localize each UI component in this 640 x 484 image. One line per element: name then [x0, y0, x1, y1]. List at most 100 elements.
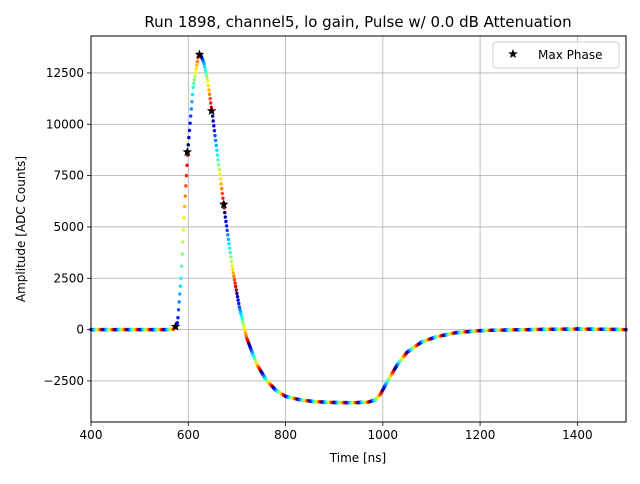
pulse-sample-point	[216, 162, 221, 167]
pulse-sample-point	[235, 295, 240, 299]
pulse-sample-point	[224, 219, 228, 224]
pulse-sample-point	[232, 277, 237, 282]
pulse-sample-point	[193, 74, 197, 78]
pulse-sample-point	[243, 328, 247, 332]
pulse-sample-point	[229, 255, 233, 259]
legend-label: Max Phase	[538, 48, 602, 62]
pulse-sample-point	[178, 292, 182, 296]
pulse-sample-point	[185, 163, 189, 168]
pulse-sample-point	[211, 119, 215, 123]
pulse-sample-point	[221, 196, 225, 200]
pulse-sample-point	[179, 276, 183, 280]
max-phase-star-point	[170, 321, 181, 331]
pulse-sample-point	[202, 62, 206, 66]
pulse-sample-point	[230, 267, 235, 272]
y-axis: −2500 0 2500 5000 7500 10000 12500	[43, 66, 91, 388]
pulse-sample-point	[244, 333, 248, 337]
pulse-sample-point	[177, 300, 181, 304]
pulse-sample-point	[205, 76, 209, 80]
plot-area	[89, 52, 628, 405]
y-tick-label: −2500	[43, 374, 84, 388]
pulse-sample-point	[207, 88, 211, 92]
pulse-sample-point	[220, 191, 225, 196]
pulse-sample-point	[223, 215, 228, 219]
pulse-sample-point	[218, 177, 223, 181]
x-tick-label: 400	[80, 428, 103, 442]
pulse-sample-point	[241, 323, 246, 327]
chart-title: Run 1898, channel5, lo gain, Pulse w/ 0.…	[144, 13, 571, 31]
pulse-sample-point	[202, 65, 207, 69]
pulse-sample-point	[220, 186, 224, 191]
y-tick-label: 7500	[53, 169, 84, 183]
pulse-sample-point	[192, 78, 197, 82]
pulse-sample-point	[178, 284, 183, 288]
pulse-sample-point	[216, 158, 220, 162]
pulse-sample-point	[203, 67, 207, 72]
legend-frame	[492, 41, 620, 69]
pulse-sample-point	[219, 182, 223, 186]
pulse-sample-point	[183, 194, 187, 198]
pulse-sample-point	[230, 264, 234, 268]
pulse-sample-point	[193, 70, 198, 75]
pulse-sample-point	[232, 274, 236, 278]
x-axis-label: Time [ns]	[329, 451, 386, 465]
plot-frame	[90, 35, 627, 423]
pulse-sample-point	[237, 301, 241, 306]
pulse-sample-point	[224, 224, 229, 228]
pulse-sample-point	[238, 307, 242, 312]
pulse-sample-point	[190, 92, 195, 97]
y-tick-label: 12500	[46, 66, 84, 80]
y-axis-label: Amplitude [ADC Counts]	[14, 156, 28, 302]
pulse-sample-point	[215, 148, 219, 152]
pulse-sample-point	[213, 138, 218, 143]
y-tick-label: 2500	[53, 271, 84, 285]
pulse-sample-point	[218, 172, 222, 176]
pulse-sample-point	[227, 242, 231, 246]
pulse-sample-point	[184, 184, 188, 188]
pulse-sample-point	[213, 133, 217, 138]
pulse-sample-point	[234, 288, 238, 292]
pulse-sample-point	[242, 325, 246, 330]
pulse-sample-point	[236, 298, 240, 302]
pulse-sample-point	[187, 128, 192, 133]
pulse-sample-point	[189, 114, 193, 118]
pulse-sample-point	[180, 252, 184, 256]
pulse-sample-point	[223, 210, 227, 215]
pulse-sample-point	[239, 313, 243, 317]
pulse-sample-point	[243, 330, 248, 335]
pulse-sample-point	[207, 92, 212, 96]
pulse-sample-point	[235, 291, 239, 296]
x-tick-label: 1400	[562, 428, 593, 442]
y-tick-label: 5000	[53, 220, 84, 234]
y-tick-label: 0	[76, 323, 84, 337]
x-axis: 400 600 800 1000 1200 1400	[80, 422, 593, 442]
pulse-sample-point	[233, 284, 238, 289]
max-phase-star-point	[194, 49, 205, 59]
pulse-sample-point	[238, 310, 243, 314]
pulse-sample-point	[212, 124, 216, 128]
pulse-sample-point	[192, 81, 196, 86]
max-phase-star-point	[206, 105, 217, 115]
pulse-sample-point	[184, 173, 189, 178]
x-tick-label: 1200	[465, 428, 496, 442]
pulse-sample-point	[188, 121, 192, 125]
pulse-sample-point	[214, 143, 218, 148]
pulse-sample-point	[210, 114, 215, 118]
pulse-sample-point	[233, 281, 237, 285]
pulse-sample-point	[215, 153, 220, 157]
pulse-sample-point	[189, 107, 194, 111]
pulse-sample-point	[187, 135, 191, 140]
pulse-sample-point	[240, 318, 245, 322]
grid-lines	[90, 36, 626, 422]
pulse-sample-point	[228, 250, 232, 255]
pulse-sample-point	[204, 70, 208, 75]
pulse-sample-point	[212, 129, 217, 133]
pulse-sample-point	[191, 85, 195, 90]
pulse-sample-point	[206, 79, 210, 83]
pulse-sample-point	[186, 143, 190, 147]
pulse-sample-point	[241, 320, 245, 325]
max-phase-markers	[170, 49, 229, 331]
